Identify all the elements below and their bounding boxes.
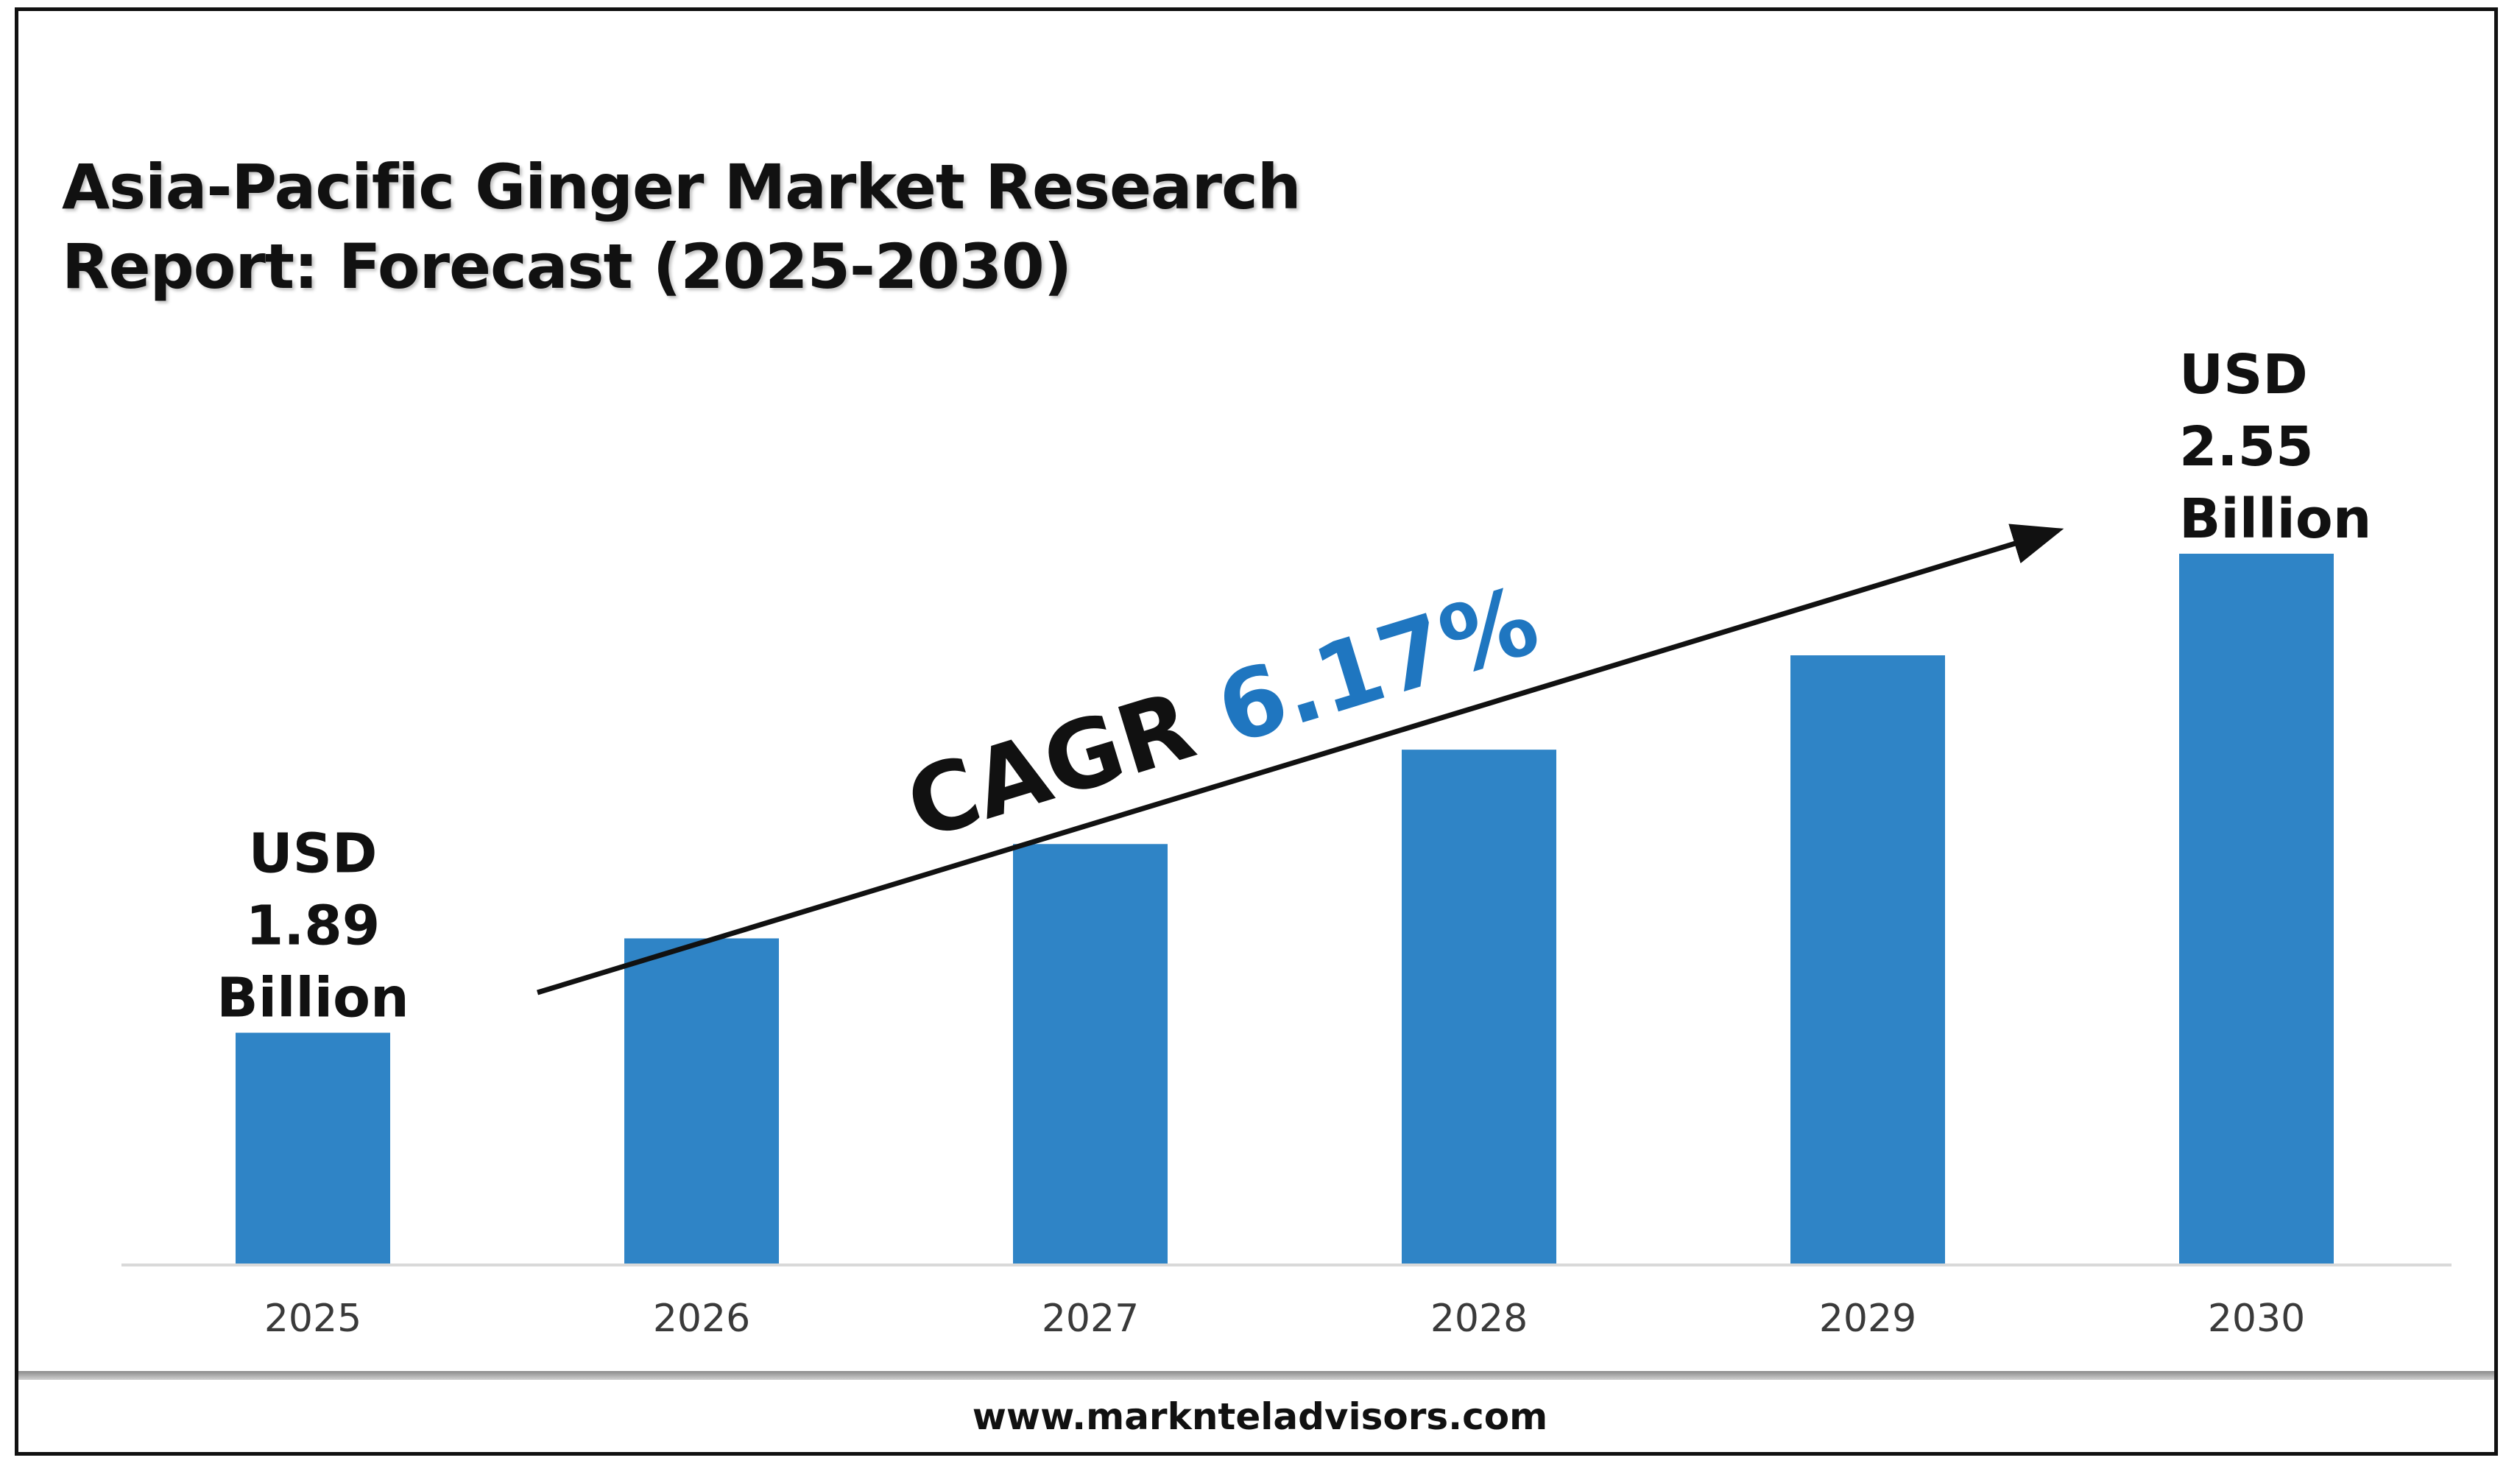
value-label-2030-line-3: Billion <box>2179 487 2371 551</box>
bar-2027 <box>1013 844 1168 1265</box>
x-tick-2025: 2025 <box>264 1297 361 1341</box>
footer-website: www.marknteladvisors.com <box>972 1395 1548 1438</box>
value-label-2030: USD 2.55 Billion <box>2179 343 2371 551</box>
x-tick-2027: 2027 <box>1042 1297 1139 1341</box>
bar-2026 <box>624 938 779 1265</box>
x-tick-2028: 2028 <box>1430 1297 1528 1341</box>
value-label-2030-line-1: USD <box>2179 343 2308 406</box>
x-tick-2030: 2030 <box>2208 1297 2305 1341</box>
chart-frame <box>15 7 2498 1456</box>
cagr-trend-arrow <box>536 524 2064 995</box>
bar-2025 <box>236 1032 390 1265</box>
x-tick-2029: 2029 <box>1819 1297 1916 1341</box>
bar-2028 <box>1402 750 1556 1265</box>
value-label-2025-line-1: USD <box>249 822 378 886</box>
value-label-2025-line-2: 1.89 <box>246 895 381 958</box>
value-label-2025: USD 1.89 Billion <box>216 822 409 1030</box>
footer-divider <box>18 1371 2494 1380</box>
value-labels: USD 1.89 Billion USD 2.55 Billion <box>216 343 2371 1030</box>
value-label-2025-line-3: Billion <box>216 967 409 1030</box>
chart-title-line-2: Report: Forecast (2025-2030) <box>62 230 1072 303</box>
chart-title-line-1: Asia-Pacific Ginger Market Research <box>62 151 1302 223</box>
x-axis-ticks: 2025 2026 2027 2028 2029 2030 <box>264 1297 2305 1341</box>
chart-title: Asia-Pacific Ginger Market Research Repo… <box>62 147 1302 306</box>
bar-2029 <box>1790 655 1945 1265</box>
x-tick-2026: 2026 <box>653 1297 750 1341</box>
bars-layer <box>236 554 2334 1265</box>
bar-2030 <box>2179 554 2334 1265</box>
value-label-2030-line-2: 2.55 <box>2179 415 2314 479</box>
